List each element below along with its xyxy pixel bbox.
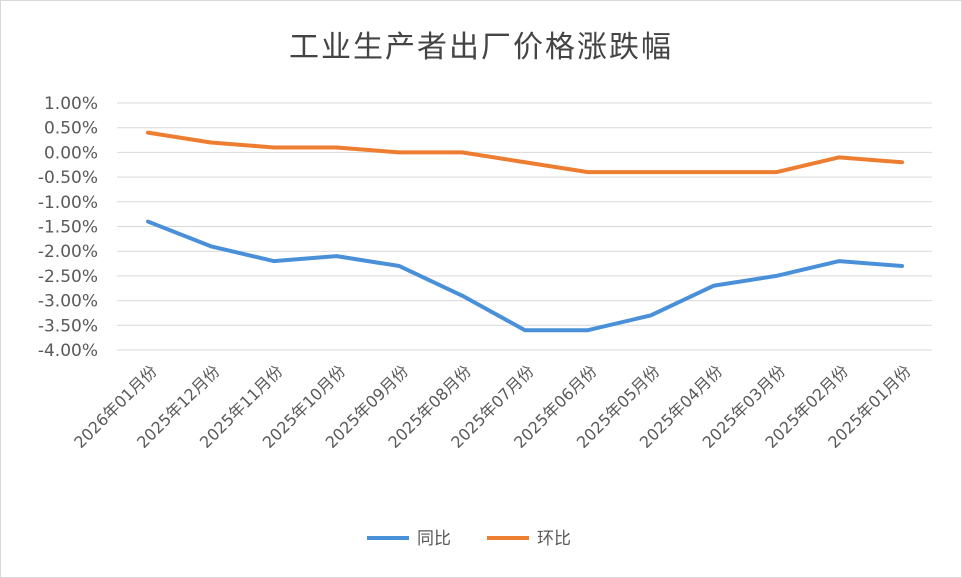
- y-tick-label: -3.50%: [38, 316, 98, 336]
- y-tick-label: -1.50%: [38, 218, 98, 238]
- y-tick-label: -0.50%: [38, 168, 98, 188]
- y-tick-label: -2.50%: [38, 267, 98, 287]
- y-tick-label: 0.50%: [44, 119, 98, 139]
- y-tick-label: 1.00%: [44, 94, 98, 114]
- legend-label: 环比: [537, 529, 571, 549]
- y-tick-label: 0.00%: [44, 143, 98, 163]
- y-tick-label: -3.00%: [38, 292, 98, 312]
- legend-label: 同比: [417, 529, 451, 549]
- y-tick-label: -4.00%: [38, 341, 98, 361]
- y-tick-label: -2.00%: [38, 242, 98, 262]
- y-tick-label: -1.00%: [38, 193, 98, 213]
- chart-title: 工业生产者出厂价格涨跌幅: [289, 30, 673, 65]
